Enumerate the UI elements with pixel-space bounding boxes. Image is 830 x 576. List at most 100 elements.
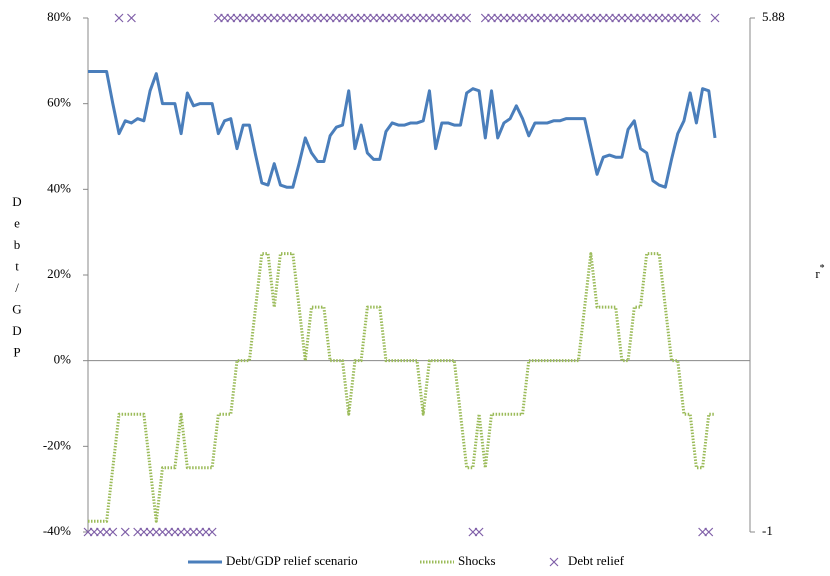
marker [605, 13, 614, 23]
marker [418, 13, 428, 23]
marker [499, 13, 509, 23]
marker [83, 527, 93, 537]
marker [182, 527, 192, 537]
marker [387, 13, 397, 23]
legend-item: Debt relief [549, 553, 625, 568]
marker [474, 527, 484, 537]
marker [102, 527, 112, 537]
marker [338, 13, 347, 23]
marker [542, 13, 552, 23]
marker [406, 13, 416, 23]
marker [574, 13, 583, 23]
marker [232, 13, 242, 23]
y-tick-label: 20% [47, 266, 71, 281]
marker [238, 13, 248, 23]
marker [617, 13, 627, 23]
legend-label: Debt relief [568, 553, 625, 568]
marker [598, 13, 608, 23]
marker [555, 13, 565, 23]
marker [580, 13, 590, 23]
marker [251, 13, 261, 23]
marker [524, 13, 534, 23]
marker [660, 13, 670, 23]
marker [95, 527, 105, 537]
marker [220, 13, 229, 23]
y-tick-label: 40% [47, 180, 71, 195]
marker [685, 13, 695, 23]
marker [698, 527, 708, 537]
marker [449, 13, 459, 23]
marker [257, 13, 267, 23]
marker [468, 527, 478, 537]
marker [195, 527, 205, 537]
marker [375, 13, 385, 23]
marker [629, 13, 639, 23]
y2-tick-label: -1 [762, 523, 773, 538]
marker [276, 13, 285, 23]
marker [176, 527, 186, 537]
marker [189, 527, 198, 537]
marker [381, 13, 391, 23]
marker [480, 13, 490, 23]
y2-axis-title: r* [815, 263, 824, 281]
series-line [88, 70, 717, 189]
marker [344, 13, 354, 23]
marker [288, 13, 298, 23]
marker [400, 13, 410, 23]
marker [127, 13, 136, 23]
marker [592, 13, 602, 23]
marker [244, 13, 254, 23]
marker [120, 527, 130, 537]
marker [201, 527, 211, 537]
y2-tick-label: 5.88 [762, 9, 785, 24]
marker [393, 13, 403, 23]
marker [263, 13, 273, 23]
marker [443, 13, 453, 23]
marker [151, 527, 161, 537]
y-tick-label: 0% [54, 352, 72, 367]
marker [623, 13, 633, 23]
marker [145, 527, 155, 537]
marker [269, 13, 279, 23]
marker [648, 13, 658, 23]
marker [530, 13, 540, 23]
marker [586, 13, 596, 23]
marker [710, 13, 720, 23]
marker [673, 13, 683, 23]
marker [170, 527, 180, 537]
marker [114, 13, 124, 23]
marker [549, 557, 559, 567]
legend-label: Shocks [458, 553, 496, 568]
marker [307, 13, 316, 23]
marker [636, 13, 645, 23]
marker [561, 13, 571, 23]
marker [437, 13, 447, 23]
marker [425, 13, 434, 23]
marker [704, 527, 714, 537]
marker [207, 527, 217, 537]
marker [667, 13, 676, 23]
marker [133, 527, 143, 537]
marker [567, 13, 577, 23]
marker [164, 527, 174, 537]
y-tick-label: 80% [47, 9, 71, 24]
marker [226, 13, 236, 23]
marker [313, 13, 323, 23]
marker [691, 13, 701, 23]
marker [611, 13, 621, 23]
marker [294, 13, 304, 23]
legend-item: Debt/GDP relief scenario [188, 553, 358, 568]
marker [654, 13, 664, 23]
marker [325, 13, 335, 23]
marker [642, 13, 652, 23]
marker [549, 13, 559, 23]
marker [300, 13, 310, 23]
y-tick-label: -20% [43, 437, 71, 452]
marker [369, 13, 378, 23]
marker [511, 13, 521, 23]
marker [536, 13, 546, 23]
marker [456, 13, 465, 23]
marker [213, 13, 223, 23]
